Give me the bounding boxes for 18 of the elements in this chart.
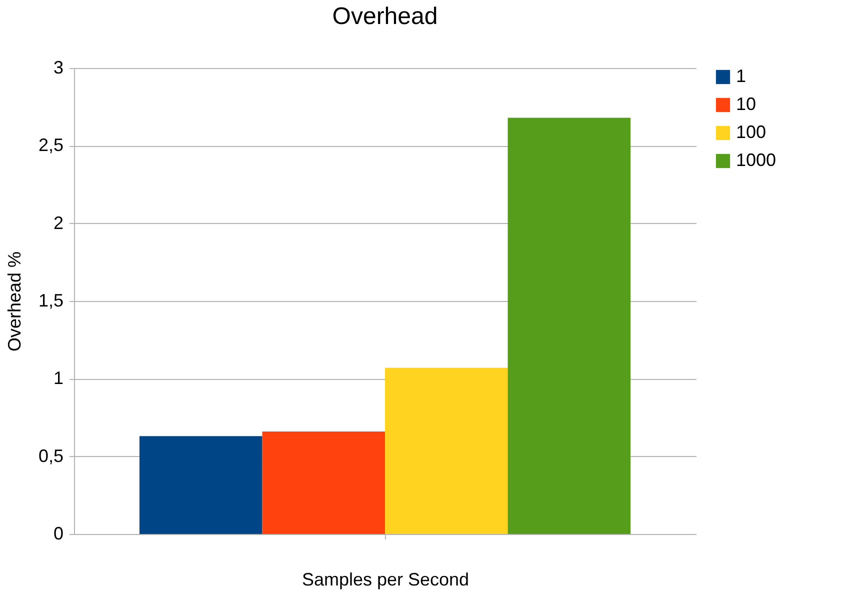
bar: [139, 436, 262, 534]
y-tick-label: 2: [53, 212, 64, 233]
y-tick-label: 1,5: [38, 290, 64, 310]
bar: [262, 431, 385, 534]
legend-label: 10: [736, 94, 756, 114]
bar: [385, 368, 508, 534]
legend-label: 100: [736, 122, 766, 142]
legend-label: 1: [736, 66, 746, 86]
x-axis-title: Samples per Second: [302, 570, 470, 590]
y-axis-title: Overhead %: [4, 251, 24, 352]
legend-label: 1000: [736, 150, 776, 170]
y-tick-label: 0,5: [38, 446, 64, 466]
y-tick-label: 3: [53, 58, 64, 78]
chart-title: Overhead: [332, 3, 438, 30]
y-tick-label: 1: [53, 368, 64, 388]
y-tick-label: 2,5: [38, 135, 64, 156]
bar: [508, 118, 631, 534]
y-tick-label: 0: [53, 524, 64, 544]
